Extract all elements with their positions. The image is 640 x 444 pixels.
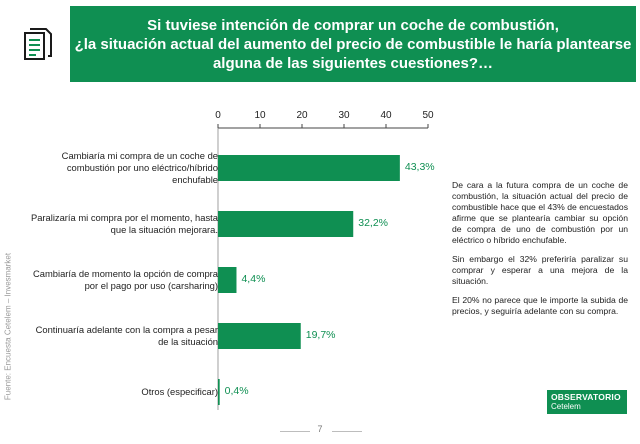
data-label: 0,4% — [224, 385, 249, 397]
side-note-paragraph: De cara a la futura compra de un coche d… — [452, 180, 628, 245]
category-label: Paralizaría mi compra por el momento, ha… — [30, 212, 218, 235]
bar — [218, 155, 400, 181]
source-note: Fuente: Encuesta Cetelem – Invesmarket — [3, 252, 13, 401]
side-note-paragraph: Sin embargo el 32% preferiría paralizar … — [452, 254, 628, 286]
category-label: Cambiaría de momento la opción de compra… — [33, 268, 218, 291]
observatorio-logo: OBSERVATORIO Cetelem — [547, 390, 627, 414]
title-banner: Si tuviese intención de comprar un coche… — [70, 6, 636, 82]
x-tick-label: 0 — [215, 110, 221, 121]
page-footer: 7 — [0, 424, 640, 440]
data-label: 4,4% — [241, 273, 266, 285]
bar — [218, 323, 301, 349]
side-note-paragraph: El 20% no parece que le importe la subid… — [452, 295, 628, 316]
category-label: Cambiaría mi compra de un coche de combu… — [61, 150, 218, 185]
page-title: Si tuviese intención de comprar un coche… — [74, 16, 632, 72]
x-tick-label: 20 — [296, 110, 308, 121]
bar-chart: 0 10 20 30 40 50 43,3% Cambiaría mi compra de u… — [0, 100, 450, 410]
document-icon — [24, 28, 52, 60]
category-label: Otros (especificar) — [141, 386, 218, 397]
logo-subtitle: Cetelem — [551, 402, 581, 411]
footer-line-right — [332, 431, 362, 432]
bar — [218, 211, 354, 237]
data-label: 43,3% — [404, 161, 435, 173]
page-number: 7 — [317, 424, 323, 434]
bar — [218, 379, 220, 405]
chart-canvas — [217, 124, 429, 410]
data-label: 19,7% — [305, 329, 336, 341]
logo-title: OBSERVATORIO — [551, 392, 621, 402]
x-tick-label: 50 — [422, 110, 434, 121]
category-label: Continuaría adelante con la compra a pes… — [35, 324, 218, 347]
bar — [218, 267, 237, 293]
x-tick-label: 40 — [380, 110, 392, 121]
footer-line-left — [280, 431, 310, 432]
side-note: De cara a la futura compra de un coche d… — [452, 180, 628, 325]
data-label: 32,2% — [358, 217, 389, 229]
x-tick-label: 10 — [254, 110, 266, 121]
x-tick-label: 30 — [338, 110, 350, 121]
